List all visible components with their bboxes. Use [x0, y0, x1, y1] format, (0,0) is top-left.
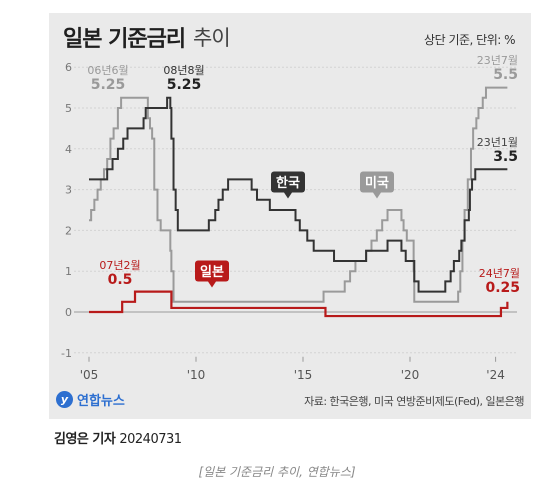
y-tick-label: -1 — [61, 347, 72, 360]
x-tick-label: '05 — [80, 368, 99, 382]
y-tick-label: 2 — [65, 224, 72, 237]
y-tick-labels: -1 0 1 2 3 4 5 6 — [61, 61, 72, 360]
tag-label: 일본 — [200, 265, 224, 280]
byline-name: 김영은 기자 — [54, 432, 116, 447]
chart-subtitle: 추이 — [193, 26, 231, 50]
tag-box-한국 — [271, 171, 305, 193]
annotation-value: 3.5 — [493, 149, 518, 165]
yonhap-logo-text: 연합뉴스 — [77, 394, 125, 409]
x-tick-label: '20 — [401, 368, 420, 382]
tag-pointer — [373, 192, 381, 199]
annotation-value: 5.25 — [91, 77, 126, 93]
series-line-미국 — [89, 86, 508, 303]
yonhap-logo-icon: y — [56, 391, 73, 408]
grid-lines — [74, 66, 517, 354]
annotations: 06년6월5.2508년8월5.2523년7월5.523년1월3.507년2월0… — [87, 54, 520, 296]
byline-date: 20240731 — [119, 432, 182, 447]
x-tick-label: '24 — [486, 368, 505, 382]
source-note: 자료: 한국은행, 미국 연방준비제도(Fed), 일본은행 — [304, 395, 524, 408]
y-tick-label: 5 — [65, 102, 72, 115]
yonhap-logo: y 연합뉴스 — [56, 390, 125, 409]
tag-label: 미국 — [365, 175, 389, 191]
image-caption: [일본 기준금리 추이, 연합뉴스] — [198, 465, 356, 479]
annotation-value: 5.25 — [167, 77, 202, 93]
annotation-value: 0.25 — [485, 280, 520, 296]
y-tick-label: 4 — [65, 143, 72, 156]
unit-note: 상단 기준, 단위: % — [424, 33, 515, 47]
annotation-date: 23년7월 — [477, 54, 518, 67]
chart-title: 일본 기준금리 — [63, 27, 186, 52]
annotation-date: 06년6월 — [87, 64, 128, 77]
annotation-date: 24년7월 — [479, 267, 520, 280]
annotation-value: 0.5 — [108, 272, 133, 288]
annotation-value: 5.5 — [493, 67, 518, 83]
tag-box-미국 — [360, 171, 394, 193]
x-tick-labels: '05 '10 '15 '20 '24 — [80, 356, 505, 382]
series-line-한국 — [89, 96, 508, 293]
annotation-date: 08년8월 — [163, 64, 204, 77]
tag-pointer — [208, 281, 216, 288]
annotation-date: 07년2월 — [99, 259, 140, 272]
y-tick-label: 6 — [65, 61, 72, 74]
x-tick-label: '15 — [294, 368, 313, 382]
y-tick-label: 0 — [65, 306, 72, 319]
series-line-일본 — [89, 290, 509, 318]
annotation-date: 23년1월 — [477, 136, 518, 149]
tag-label: 한국 — [276, 175, 300, 191]
tag-pointer — [284, 192, 292, 199]
y-tick-label: 3 — [65, 184, 72, 197]
x-tick-label: '10 — [187, 368, 206, 382]
tag-box-일본 — [195, 260, 229, 282]
series-lines — [89, 86, 509, 318]
byline: 김영은 기자 20240731 — [54, 428, 182, 447]
y-tick-label: 1 — [65, 265, 72, 278]
chart-card — [49, 13, 531, 419]
